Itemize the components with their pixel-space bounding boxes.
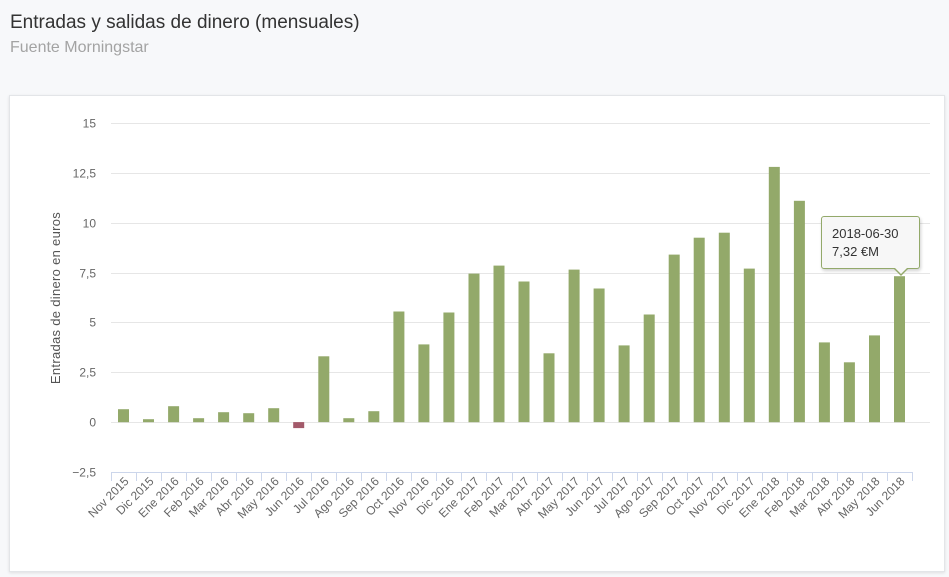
bar[interactable] — [743, 268, 755, 423]
bar[interactable] — [168, 406, 180, 423]
bar[interactable] — [268, 408, 280, 423]
bar[interactable] — [218, 412, 230, 423]
tooltip-pointer-inner — [894, 267, 908, 274]
y-tick-label: 0 — [89, 416, 96, 430]
bar[interactable] — [618, 345, 630, 423]
chart-subtitle: Fuente Morningstar — [10, 39, 149, 56]
bar[interactable] — [443, 312, 455, 423]
bar[interactable] — [518, 281, 530, 423]
bar[interactable] — [393, 311, 405, 423]
bar[interactable] — [118, 409, 129, 423]
bar[interactable] — [193, 418, 205, 423]
bar[interactable] — [843, 362, 855, 423]
y-tick-label: 12,5 — [73, 167, 97, 181]
bar[interactable] — [543, 353, 555, 423]
bar[interactable] — [293, 422, 305, 429]
tooltip-value: 7,32 €M — [832, 244, 879, 259]
bar[interactable] — [894, 276, 905, 423]
y-tick-label: 15 — [83, 117, 97, 131]
bar[interactable] — [343, 418, 355, 423]
bar[interactable] — [869, 335, 880, 423]
y-tick-label: 5 — [89, 316, 96, 330]
bars — [118, 166, 905, 429]
tooltip-date: 2018-06-30 — [832, 226, 899, 241]
bar[interactable] — [818, 342, 830, 423]
y-tick-label: 10 — [83, 217, 97, 231]
bar[interactable] — [718, 232, 730, 423]
bar[interactable] — [143, 419, 154, 423]
bar[interactable] — [693, 237, 705, 423]
y-tick-label: 2,5 — [79, 366, 96, 380]
bar[interactable] — [243, 413, 255, 423]
y-tick-label: 7,5 — [79, 267, 96, 281]
bar[interactable] — [668, 254, 680, 423]
bar[interactable] — [493, 265, 505, 423]
bar[interactable] — [468, 273, 480, 423]
bar[interactable] — [318, 356, 330, 423]
y-tick-label: −2,5 — [72, 466, 96, 480]
x-axis — [111, 472, 913, 481]
bar[interactable] — [368, 411, 380, 423]
bar[interactable] — [568, 269, 580, 423]
bar[interactable] — [643, 314, 655, 423]
bar[interactable] — [793, 200, 805, 423]
y-axis-label: Entradas de dinero en euros — [48, 212, 63, 384]
bar[interactable] — [768, 166, 780, 423]
y-axis-ticks: −2,5 0 2,5 5 7,5 10 12,5 15 — [72, 117, 96, 480]
bar[interactable] — [593, 288, 605, 423]
chart-title: Entradas y salidas de dinero (mensuales) — [10, 12, 360, 33]
bar[interactable] — [418, 344, 430, 423]
tooltip: 2018-06-30 7,32 €M — [821, 216, 920, 269]
